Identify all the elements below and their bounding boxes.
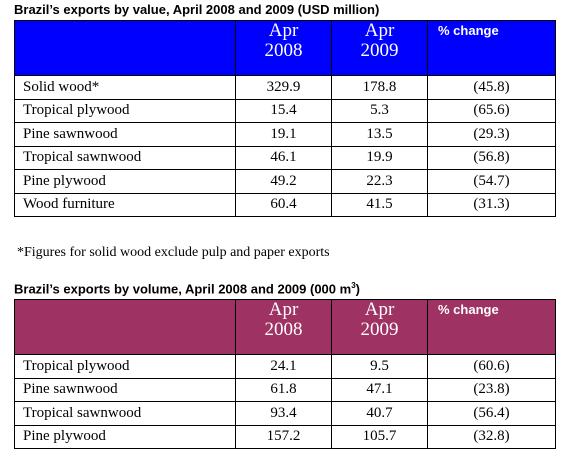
percent-change: (56.4) — [427, 401, 556, 426]
value-2009: 19.9 — [331, 145, 428, 170]
row-label: Pine plywood — [14, 424, 236, 449]
table-row: Pine sawnwood 19.1 13.5 (29.3) — [14, 122, 556, 147]
value-2008: 329.9 — [235, 75, 332, 100]
table-row: Tropical sawnwood 93.4 40.7 (56.4) — [14, 401, 556, 426]
header-blank — [14, 20, 236, 76]
table-row: Pine sawnwood 61.8 47.1 (23.8) — [14, 377, 556, 402]
table-row: Pine plywood 157.2 105.7 (32.8) — [14, 424, 556, 449]
row-label: Pine plywood — [14, 169, 236, 194]
header-apr-2009: Apr 2009 — [331, 299, 428, 355]
value-exports-table: Apr 2008 Apr 2009 % change Solid wood* 329… — [14, 20, 556, 217]
percent-change: (23.8) — [427, 377, 556, 402]
row-label: Tropical sawnwood — [14, 145, 236, 170]
value-2008: 93.4 — [235, 401, 332, 426]
percent-change: (31.3) — [427, 192, 556, 217]
value-2008: 49.2 — [235, 169, 332, 194]
row-label: Pine sawnwood — [14, 377, 236, 402]
value-2009: 13.5 — [331, 122, 428, 147]
table-row: Tropical sawnwood 46.1 19.9 (56.8) — [14, 145, 556, 170]
value-2009: 9.5 — [331, 354, 428, 379]
row-label: Tropical plywood — [14, 354, 236, 379]
header-apr-2009: Apr 2009 — [331, 20, 428, 76]
percent-change: (32.8) — [427, 424, 556, 449]
percent-change: (60.6) — [427, 354, 556, 379]
header-percent-change: % change — [427, 299, 556, 355]
value-2008: 61.8 — [235, 377, 332, 402]
value-2008: 60.4 — [235, 192, 332, 217]
value-2008: 15.4 — [235, 98, 332, 123]
row-label: Tropical sawnwood — [14, 401, 236, 426]
value-2008: 46.1 — [235, 145, 332, 170]
percent-change: (56.8) — [427, 145, 556, 170]
header-percent-change: % change — [427, 20, 556, 76]
table-row: Solid wood* 329.9 178.8 (45.8) — [14, 75, 556, 100]
value-2009: 22.3 — [331, 169, 428, 194]
percent-change: (29.3) — [427, 122, 556, 147]
table-header-row: Apr 2008 Apr 2009 % change — [14, 299, 556, 355]
header-blank — [14, 299, 236, 355]
row-label: Pine sawnwood — [14, 122, 236, 147]
table-row: Tropical plywood 15.4 5.3 (65.6) — [14, 98, 556, 123]
footnote: *Figures for solid wood exclude pulp and… — [17, 245, 330, 260]
value-2009: 47.1 — [331, 377, 428, 402]
value-2008: 19.1 — [235, 122, 332, 147]
percent-change: (45.8) — [427, 75, 556, 100]
value-2009: 40.7 — [331, 401, 428, 426]
value-2009: 41.5 — [331, 192, 428, 217]
volume-exports-table: Apr 2008 Apr 2009 % change Tropical plywoo… — [14, 299, 556, 449]
table-header-row: Apr 2008 Apr 2009 % change — [14, 20, 556, 76]
value-2009: 5.3 — [331, 98, 428, 123]
table-row: Wood furniture 60.4 41.5 (31.3) — [14, 192, 556, 217]
table2-title: Brazil’s exports by volume, April 2008 a… — [14, 281, 360, 297]
value-2009: 105.7 — [331, 424, 428, 449]
value-2008: 24.1 — [235, 354, 332, 379]
value-2009: 178.8 — [331, 75, 428, 100]
table1-title: Brazil’s exports by value, April 2008 an… — [14, 2, 380, 17]
table-row: Pine plywood 49.2 22.3 (54.7) — [14, 169, 556, 194]
row-label: Solid wood* — [14, 75, 236, 100]
header-apr-2008: Apr 2008 — [235, 20, 332, 76]
table-row: Tropical plywood 24.1 9.5 (60.6) — [14, 354, 556, 379]
header-apr-2008: Apr 2008 — [235, 299, 332, 355]
percent-change: (65.6) — [427, 98, 556, 123]
row-label: Tropical plywood — [14, 98, 236, 123]
percent-change: (54.7) — [427, 169, 556, 194]
row-label: Wood furniture — [14, 192, 236, 217]
value-2008: 157.2 — [235, 424, 332, 449]
